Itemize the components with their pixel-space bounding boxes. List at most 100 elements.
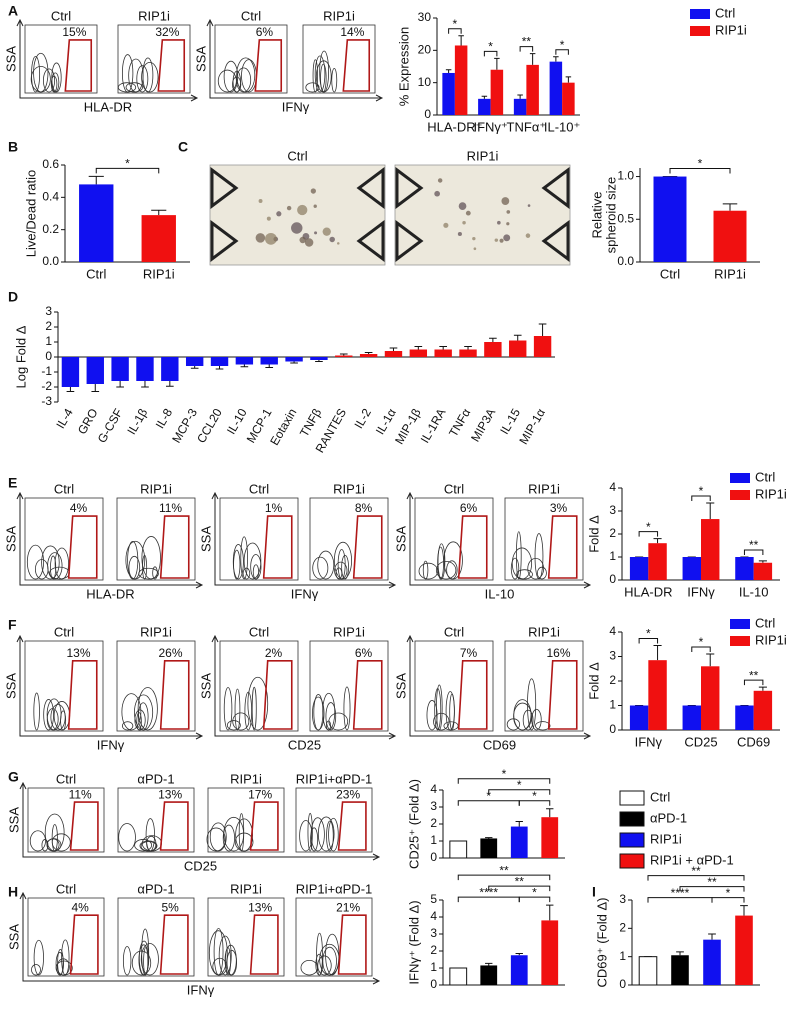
- bar: [648, 660, 667, 730]
- y-tick-label: 3: [619, 892, 626, 906]
- bar: [86, 357, 104, 384]
- spheroid: [506, 222, 510, 226]
- x-tick-label: IFNγ: [635, 734, 663, 749]
- error-bar: [513, 334, 522, 341]
- flow-x-label: CD25: [288, 737, 321, 752]
- bar: [648, 543, 667, 580]
- contour: [51, 62, 62, 93]
- gate-percent: 16%: [546, 646, 570, 660]
- gate-percent: 6%: [355, 646, 373, 660]
- contour: [314, 55, 326, 93]
- micrograph-title: Ctrl: [287, 148, 307, 163]
- bar: [713, 210, 747, 262]
- contour: [299, 820, 313, 852]
- spheroid: [465, 210, 471, 216]
- error-bar: [190, 366, 199, 369]
- y-tick-label: 1.0: [617, 169, 634, 183]
- sig-bracket: [691, 646, 711, 653]
- contour: [325, 720, 332, 731]
- contour: [26, 544, 45, 580]
- panel-letter: A: [8, 3, 18, 19]
- contour: [534, 533, 544, 580]
- flow-title: RIP1i+αPD-1: [296, 881, 373, 896]
- y-tick-label: 3: [609, 503, 616, 517]
- sig-label: *: [698, 157, 703, 171]
- sig-bracket: [679, 886, 745, 892]
- flow-x-label: IFNγ: [291, 586, 319, 601]
- flow-plot: [117, 24, 191, 94]
- well-edge: [541, 220, 570, 262]
- bar: [510, 955, 528, 985]
- bar: [701, 519, 720, 580]
- flow-title: Ctrl: [241, 8, 261, 23]
- y-tick-label: 1: [609, 698, 616, 712]
- gate-percent: 4%: [70, 501, 88, 515]
- error-bar: [546, 904, 554, 921]
- contour: [422, 560, 429, 580]
- x-tick-label: IL-10: [739, 584, 769, 599]
- error-bar: [481, 95, 488, 99]
- gate: [262, 659, 293, 730]
- error-bar: [529, 53, 536, 65]
- contour: [305, 82, 320, 93]
- x-tick-label: IFNγ: [687, 584, 715, 599]
- y-tick-label: 30: [418, 10, 432, 24]
- contour: [234, 832, 254, 852]
- contour: [317, 550, 335, 580]
- gate: [67, 659, 98, 730]
- y-tick-label: 3: [430, 799, 437, 813]
- bar: [735, 915, 753, 985]
- spheroid: [499, 238, 504, 243]
- contour: [326, 820, 334, 852]
- flow-plot: [24, 497, 104, 581]
- legend-label: RIP1i: [755, 486, 787, 501]
- contour: [31, 55, 41, 93]
- x-tick-label: IL-10⁺: [544, 119, 581, 134]
- contour: [140, 841, 157, 852]
- sig-bracket: [691, 495, 711, 501]
- error-bar: [91, 384, 100, 392]
- sig-label: *: [488, 40, 493, 54]
- contour: [209, 822, 227, 852]
- y-tick-label: 3: [430, 926, 437, 940]
- gate: [254, 39, 283, 92]
- bar: [653, 176, 687, 262]
- bar: [753, 690, 773, 730]
- y-tick-label: 0: [424, 107, 431, 121]
- flow-axes: [16, 491, 204, 589]
- contour: [527, 678, 537, 731]
- y-axis-label: CD25⁺ (Fold Δ): [406, 779, 421, 869]
- y-tick-label: 1: [619, 949, 626, 963]
- contour: [531, 708, 542, 731]
- legend-label: RIP1i + αPD-1: [650, 852, 734, 867]
- contour: [121, 721, 134, 731]
- sig-bracket: [518, 896, 551, 903]
- contour: [320, 63, 327, 93]
- gate-percent: 23%: [336, 787, 360, 801]
- panel-letter: D: [8, 289, 18, 305]
- bar: [449, 840, 468, 859]
- well-edge: [210, 167, 239, 209]
- x-tick-label: HLA-DR: [624, 584, 672, 599]
- spheroid: [258, 199, 263, 203]
- y-tick-label: 3: [45, 304, 52, 318]
- y-tick-label: 0.0: [617, 254, 634, 268]
- flow-plot: [207, 897, 285, 977]
- contour: [244, 691, 253, 731]
- sig-label: *: [646, 627, 651, 641]
- sig-bracket: [488, 885, 551, 892]
- flow-title: RIP1i: [323, 8, 355, 23]
- contour: [449, 693, 455, 731]
- flow-y-label: SSA: [3, 526, 18, 552]
- gate-percent: 13%: [248, 900, 272, 914]
- contour: [140, 943, 159, 976]
- flow-plot: [117, 897, 195, 977]
- error-bar: [414, 346, 423, 350]
- y-tick-label: 0.2: [42, 222, 59, 236]
- spheroid: [314, 231, 318, 235]
- contour: [60, 710, 67, 731]
- sig-label: **: [499, 863, 509, 877]
- contour: [232, 70, 241, 93]
- x-tick-label: IL-2: [352, 406, 375, 431]
- flow-plot: [219, 497, 299, 581]
